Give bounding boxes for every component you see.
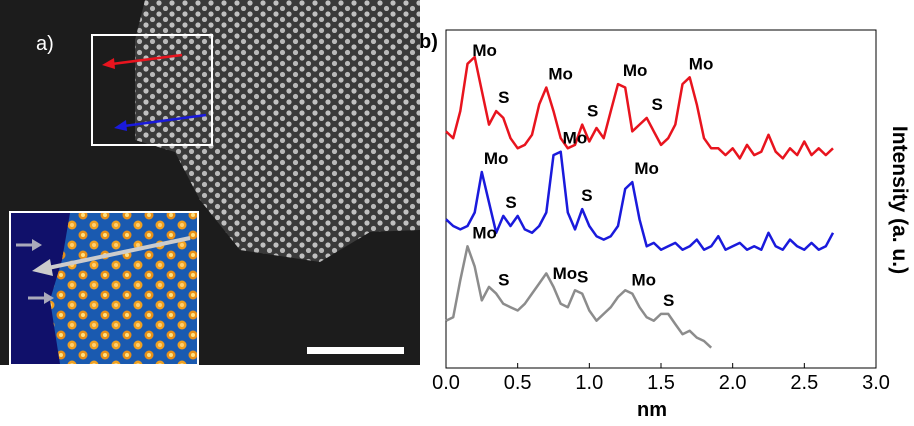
x-tick-label: 3.0: [862, 372, 890, 394]
peak-label: Mo: [484, 149, 509, 168]
peak-label: S: [505, 193, 516, 212]
y-axis-label: Intensity (a. u.): [888, 126, 911, 274]
intensity-line: [445, 55, 834, 160]
peak-label: S: [498, 271, 509, 290]
x-axis-label: nm: [637, 399, 667, 421]
peak-label: Mo: [472, 223, 497, 242]
peak-label: Mo: [623, 61, 648, 80]
peak-label: Mo: [689, 54, 714, 73]
peak-label: Mo: [553, 264, 578, 283]
peak-label: S: [577, 267, 588, 286]
x-tick-label: 2.0: [719, 372, 747, 394]
peak-label: S: [587, 102, 598, 121]
micrograph: a): [0, 0, 420, 366]
peak-label: S: [663, 291, 674, 310]
peak-label: S: [581, 186, 592, 205]
panel-label: b): [419, 31, 438, 53]
panel-label: a): [36, 33, 54, 55]
x-tick-label: 1.0: [575, 372, 603, 394]
peak-label: Mo: [634, 159, 659, 178]
x-tick-label: 1.5: [647, 372, 675, 394]
intensity-line: [445, 245, 713, 349]
x-tick-label: 2.5: [790, 372, 818, 394]
peak-label: Mo: [472, 41, 497, 60]
x-tick-label: 0.5: [504, 372, 532, 394]
peak-label: S: [498, 88, 509, 107]
peak-label: Mo: [548, 64, 573, 83]
peak-label: Mo: [631, 271, 656, 290]
x-tick-label: 0.0: [432, 372, 460, 394]
intensity-line: [445, 150, 835, 251]
peak-label: Mo: [563, 129, 588, 148]
peak-label: S: [652, 95, 663, 114]
